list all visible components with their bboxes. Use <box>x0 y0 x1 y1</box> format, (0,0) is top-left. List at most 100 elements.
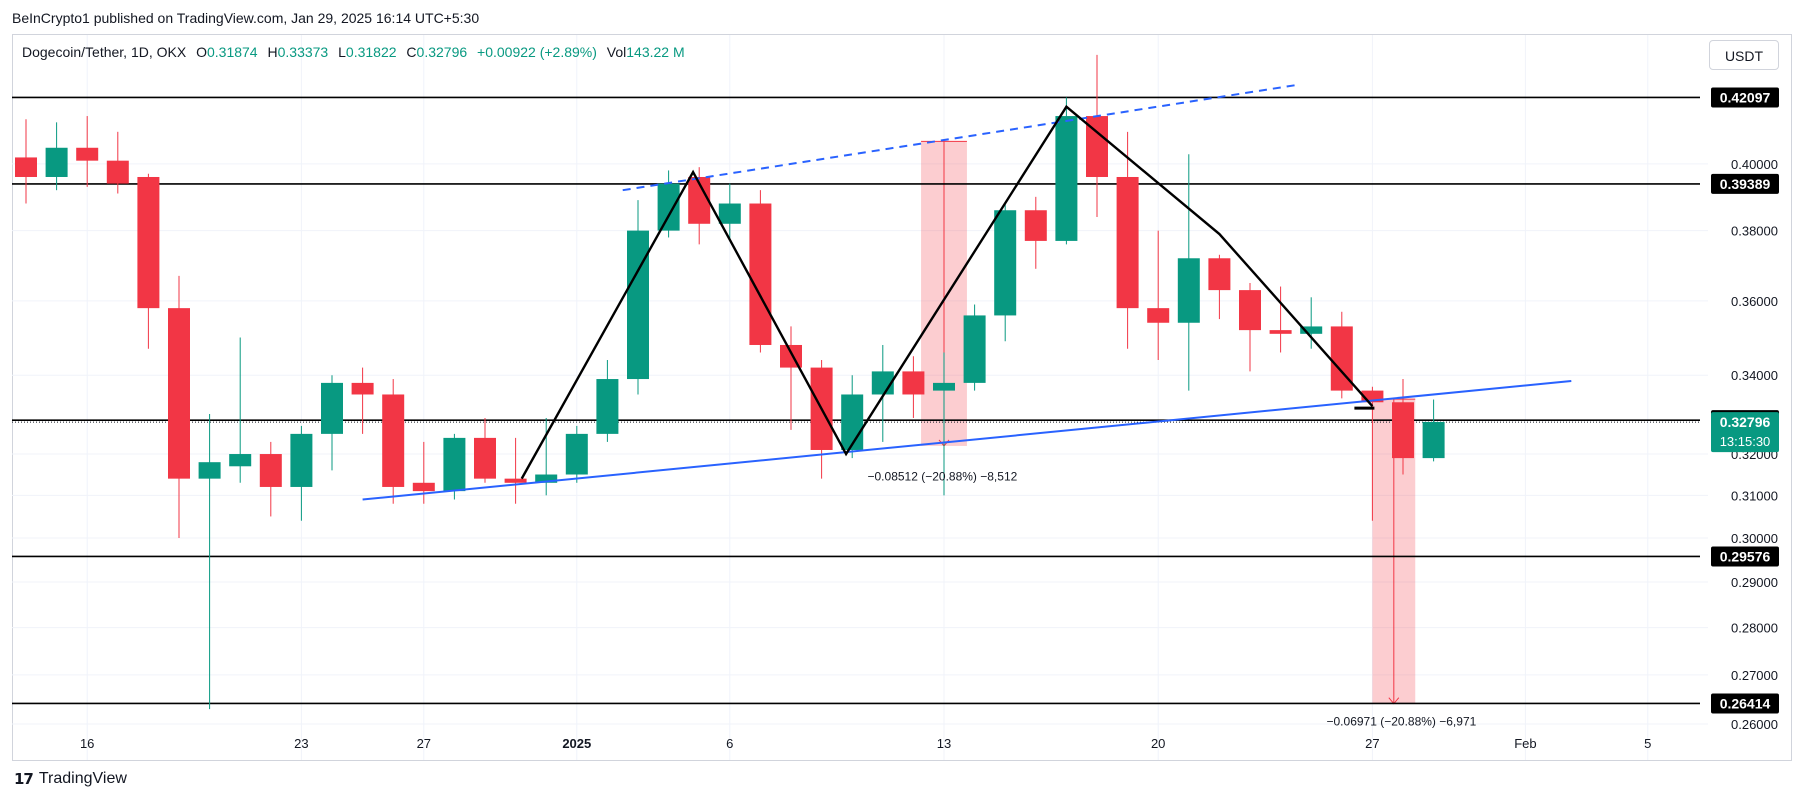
volume-label: Vol <box>606 44 627 60</box>
currency-button[interactable]: USDT <box>1709 40 1779 70</box>
tradingview-logo-icon: 17 <box>14 770 34 788</box>
candle-body <box>198 462 221 479</box>
candle <box>137 173 160 349</box>
candle <box>321 375 343 471</box>
candle-body <box>1177 258 1200 323</box>
candle <box>565 425 588 483</box>
symbol-legend: Dogecoin/Tether, 1D, OKX O0.31874 H0.333… <box>22 44 685 60</box>
level-price-badge <box>1711 693 1779 714</box>
candle <box>259 441 282 517</box>
candle-body <box>106 160 129 184</box>
y-tick-label: 0.26000 <box>1731 717 1778 732</box>
candle <box>749 190 772 353</box>
chart-frame <box>12 34 1792 761</box>
level-price-label: 0.42097 <box>1720 89 1771 105</box>
candle-body <box>137 176 160 309</box>
candle-body <box>1024 210 1047 241</box>
x-tick-label: 27 <box>1365 736 1379 751</box>
candle <box>780 326 802 430</box>
candle <box>1177 154 1200 391</box>
countdown-label: 13:15:30 <box>1720 434 1771 449</box>
close-value: 0.32796 <box>416 44 468 60</box>
candle <box>1269 286 1292 353</box>
candle <box>229 337 252 483</box>
candle-body <box>1147 308 1170 323</box>
candle-body <box>994 210 1017 316</box>
candle-body <box>290 433 313 487</box>
candle-body <box>688 176 711 224</box>
measure-label: −0.08512 (−20.88%) −8,512 <box>868 470 1018 484</box>
candle-body <box>504 478 527 483</box>
candle <box>1147 230 1170 361</box>
y-tick-label: 0.30000 <box>1731 531 1778 546</box>
candle <box>535 417 558 496</box>
candle-body <box>229 454 252 467</box>
grid <box>12 35 1708 760</box>
candle-body <box>474 437 496 479</box>
support-trendline <box>362 379 1572 501</box>
candle <box>474 417 496 483</box>
candle-body <box>412 482 435 492</box>
current-price-label: 0.32796 <box>1720 414 1771 430</box>
candle-body <box>1361 390 1384 403</box>
level-price-badge <box>1711 546 1779 567</box>
y-tick-label: 0.31000 <box>1731 488 1778 503</box>
candle-body <box>351 382 374 395</box>
x-tick-label: 5 <box>1644 736 1651 751</box>
candle <box>382 379 405 504</box>
x-tick-label: 16 <box>80 736 94 751</box>
x-tick-label: 20 <box>1151 736 1165 751</box>
x-tick-label: 2025 <box>562 736 591 751</box>
x-tick-label: 6 <box>726 736 733 751</box>
candle <box>198 414 221 710</box>
candle-body <box>1239 290 1261 331</box>
candle-body <box>780 344 802 368</box>
level-price-label: 0.26414 <box>1720 695 1771 711</box>
measure-label: −0.06971 (−20.88%) −6,971 <box>1327 715 1477 729</box>
x-tick-label: 23 <box>294 736 308 751</box>
change-value: +0.00922 (+2.89%) <box>477 44 597 60</box>
level-price-label: 0.29576 <box>1720 548 1771 564</box>
x-tick-label: 13 <box>937 736 951 751</box>
x-tick-label: 27 <box>417 736 431 751</box>
candle <box>933 352 955 496</box>
plot-area <box>12 54 1700 710</box>
y-tick-label: 0.34000 <box>1731 368 1778 383</box>
candle-body <box>627 230 649 380</box>
candle <box>1330 311 1353 399</box>
candle <box>351 367 374 434</box>
tradingview-logo-text: TradingView <box>38 770 127 787</box>
candle <box>1116 131 1139 349</box>
candle <box>1208 254 1231 320</box>
candle-body <box>535 474 558 483</box>
candle-body <box>382 394 405 487</box>
y-tick-label: 0.38000 <box>1731 224 1778 239</box>
high-label: H <box>267 44 278 60</box>
candle <box>1239 282 1261 372</box>
candle-body <box>1422 421 1445 459</box>
candle <box>596 360 619 442</box>
candle <box>902 356 925 418</box>
candle <box>810 360 833 479</box>
candle-body <box>963 315 986 383</box>
candle <box>1422 399 1445 462</box>
candle-body <box>933 382 955 391</box>
candle-body <box>168 308 190 479</box>
candle <box>1086 54 1108 217</box>
y-tick-label: 0.27000 <box>1731 668 1778 683</box>
symbol-name[interactable]: Dogecoin/Tether, 1D, OKX <box>22 44 187 60</box>
candle-body <box>1086 116 1108 177</box>
candle <box>1300 297 1323 349</box>
candle-body <box>657 183 680 231</box>
candle-body <box>259 454 282 487</box>
candle <box>76 116 99 187</box>
tradingview-logo[interactable]: 17 TradingView <box>14 770 127 788</box>
candle <box>15 119 37 204</box>
candle-body <box>565 433 588 475</box>
candle-body <box>1116 176 1139 309</box>
volume-value: 143.22 M <box>626 44 685 60</box>
publisher-info: BeInCrypto1 published on TradingView.com… <box>12 10 480 26</box>
candle-body <box>443 437 466 492</box>
pattern-zigzag <box>520 104 1374 480</box>
